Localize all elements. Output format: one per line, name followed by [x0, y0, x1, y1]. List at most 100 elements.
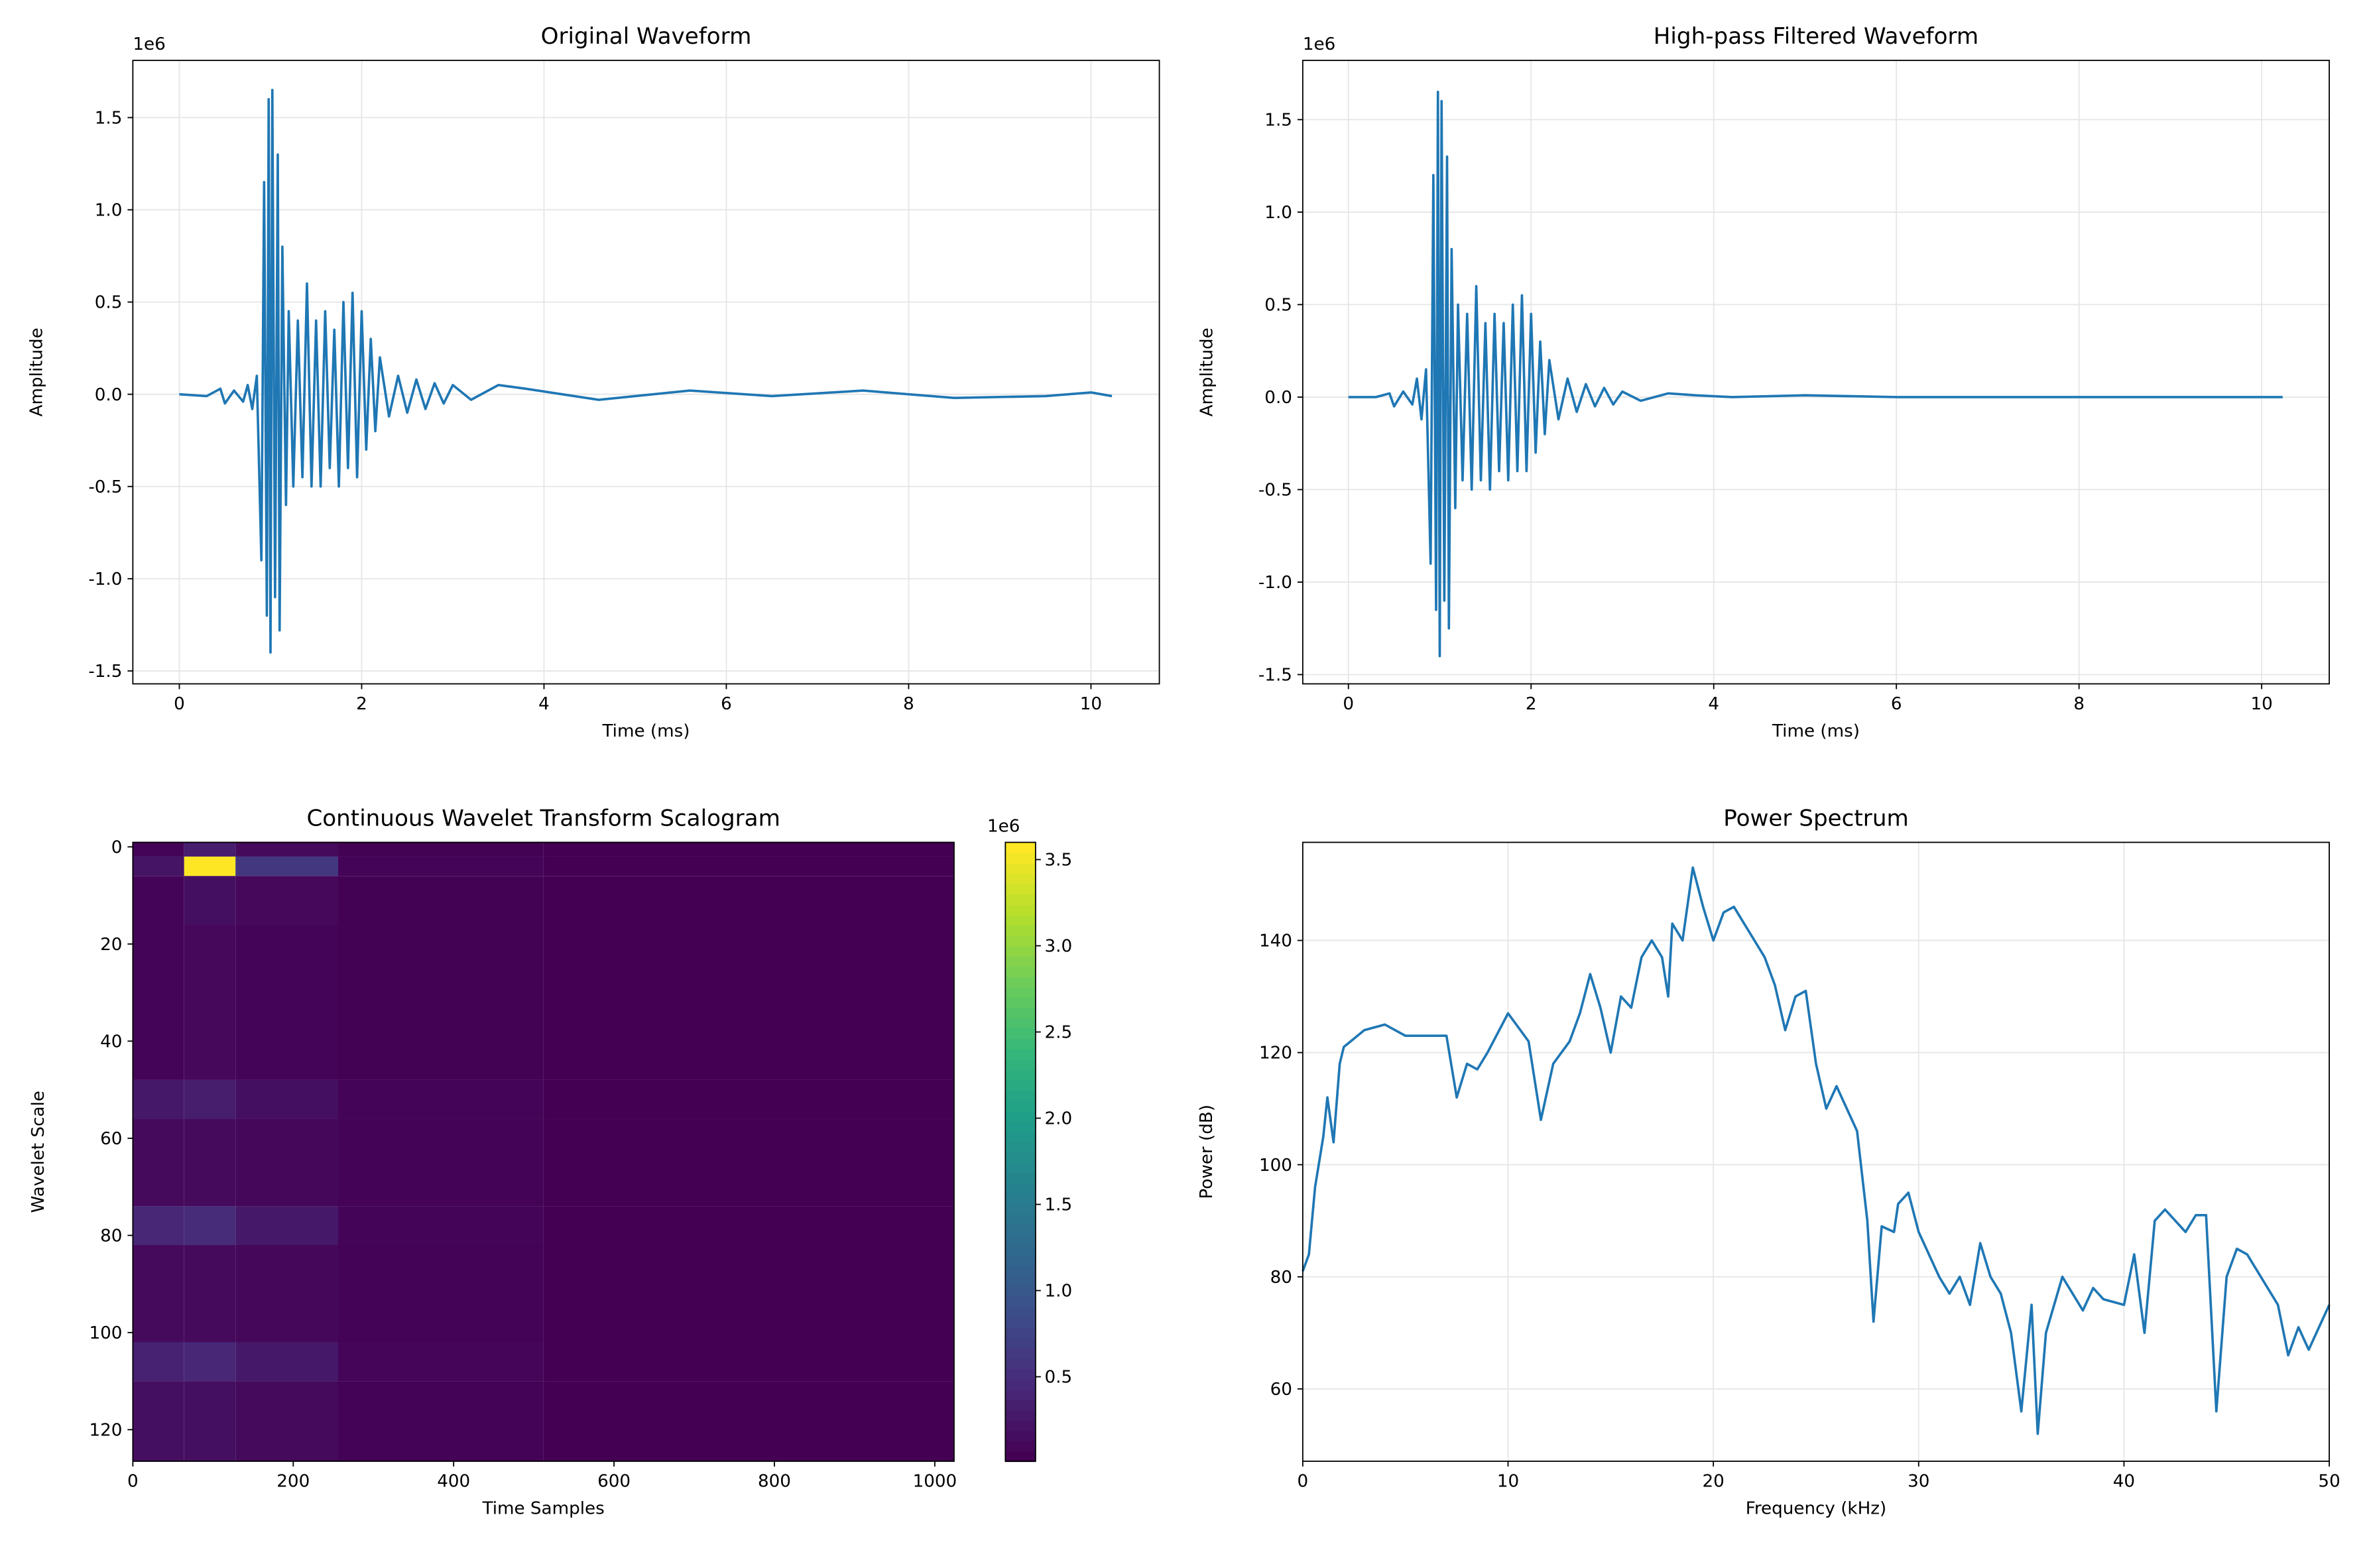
colorbar-tick-label: 3.5	[1045, 851, 1073, 871]
x-tick-label: 6	[721, 694, 732, 714]
y-tick-label: 0.5	[95, 293, 123, 313]
subplot: 0 2 4 6 8 10 -1.5 -1.0 -0.5 0.0 0.5 1.0 1.5 1e6 Origin…	[27, 23, 1160, 741]
x-tick-label: 6	[1891, 694, 1902, 714]
y-tick-label: 0.0	[1264, 388, 1292, 408]
y-tick-label: 1.5	[1264, 111, 1292, 131]
y-tick-label: 1.0	[95, 201, 123, 221]
heatmap-cell	[235, 1118, 338, 1207]
colorbar-step	[1005, 894, 1036, 905]
colorbar-step	[1005, 863, 1036, 874]
heatmap-cell	[235, 1244, 338, 1343]
colorbar-step	[1005, 1038, 1036, 1050]
colorbar-step	[1005, 1193, 1036, 1205]
y-tick-label: 20	[100, 935, 122, 955]
x-tick-label: 50	[2318, 1472, 2340, 1492]
heatmap-cell	[133, 1342, 184, 1382]
heatmap-cell	[133, 1118, 184, 1207]
subplot: 0 2 4 6 8 10 -1.5 -1.0 -0.5 0.0 0.5 1.0 1.5 1e6 High-p…	[1197, 23, 2330, 741]
colorbar-step	[1005, 976, 1036, 988]
heatmap-cell	[184, 1342, 236, 1382]
colorbar-step	[1005, 1254, 1036, 1266]
y-tick-label: 100	[1259, 1156, 1292, 1176]
colorbar-step	[1005, 1430, 1036, 1442]
offset-text: 1e6	[133, 34, 165, 54]
colorbar-step	[1005, 1368, 1036, 1380]
colorbar-step	[1005, 1089, 1036, 1101]
heatmap-cell	[184, 1118, 236, 1207]
colorbar-step	[1005, 914, 1036, 926]
x-tick-label: 2	[356, 694, 367, 714]
y-tick-label: 80	[1270, 1268, 1292, 1288]
colorbar-step	[1005, 1296, 1036, 1307]
y-tick-label: 1.5	[95, 108, 123, 128]
colorbar-step	[1005, 1120, 1036, 1132]
colorbar-step	[1005, 1358, 1036, 1370]
heatmap-cell	[133, 1244, 184, 1343]
x-tick-label: 4	[1708, 694, 1719, 714]
y-axis-label: Power (dB)	[1197, 1105, 1217, 1199]
y-tick-label: 1.0	[1264, 203, 1292, 223]
x-axis-label: Time (ms)	[1772, 721, 1860, 741]
colorbar-step	[1005, 945, 1036, 957]
heatmap-cell	[338, 856, 544, 876]
colorbar-step	[1005, 1069, 1036, 1081]
x-tick-label: 10	[1080, 694, 1102, 714]
y-tick-label: -1.5	[88, 662, 122, 682]
y-tick-label: 60	[1270, 1380, 1292, 1400]
colorbar-frame	[1004, 841, 1036, 1462]
colorbar-step	[1005, 966, 1036, 977]
y-tick-label: 120	[1259, 1044, 1292, 1063]
x-tick-label: 8	[903, 694, 914, 714]
heatmap-cell	[133, 1206, 184, 1245]
y-tick-label: 60	[100, 1129, 122, 1149]
colorbar-step	[1005, 883, 1036, 895]
colorbar-tick-label: 2.5	[1045, 1023, 1073, 1043]
colorbar-step	[1005, 1028, 1036, 1040]
heatmap-cell	[133, 876, 184, 925]
colorbar-step	[1005, 955, 1036, 967]
x-tick-label: 2	[1526, 694, 1537, 714]
colorbar-offset: 1e6	[987, 817, 1020, 837]
colorbar-tick-label: 0.5	[1045, 1368, 1073, 1388]
x-tick-label: 0	[174, 694, 185, 714]
colorbar-step	[1005, 1017, 1036, 1029]
heatmap-cell	[338, 1244, 544, 1343]
colorbar-step	[1005, 853, 1036, 864]
x-tick-label: 4	[538, 694, 550, 714]
x-tick-label: 200	[276, 1472, 310, 1492]
heatmap-cell	[338, 1118, 544, 1207]
colorbar-step	[1005, 996, 1036, 1008]
colorbar-step	[1005, 1100, 1036, 1112]
colorbar-step	[1005, 873, 1036, 884]
colorbar-step	[1005, 1399, 1036, 1411]
colorbar-step	[1005, 1378, 1036, 1390]
heatmap-cell	[338, 924, 544, 1080]
x-axis-label: Frequency (kHz)	[1746, 1499, 1887, 1519]
colorbar-step	[1005, 1048, 1036, 1060]
y-axis-label: Amplitude	[1197, 328, 1217, 416]
subplot-title: Original Waveform	[541, 23, 752, 50]
colorbar-step	[1005, 1079, 1036, 1091]
colorbar-step	[1005, 904, 1036, 916]
line	[1302, 866, 2331, 1435]
colorbar-tick-label: 1.5	[1045, 1195, 1073, 1215]
offset-text: 1e6	[1303, 34, 1335, 54]
line	[1348, 90, 2283, 658]
heatmap-cell	[184, 1079, 236, 1119]
colorbar-step	[1005, 1327, 1036, 1339]
x-tick-label: 30	[1908, 1472, 1929, 1492]
heatmap-cell	[543, 1079, 954, 1119]
heatmap-cell	[184, 842, 236, 857]
x-tick-label: 40	[2113, 1472, 2135, 1492]
heatmap-cell	[338, 876, 544, 925]
y-tick-label: 100	[89, 1323, 122, 1343]
heatmap-cell	[543, 1118, 954, 1207]
colorbar-step	[1005, 1440, 1036, 1452]
colorbar-tick-label: 2.0	[1045, 1109, 1073, 1129]
colorbar-step	[1005, 1213, 1036, 1225]
colorbar-step	[1005, 1244, 1036, 1256]
heatmap-cell	[235, 924, 338, 1080]
x-tick-label: 1000	[913, 1472, 957, 1492]
